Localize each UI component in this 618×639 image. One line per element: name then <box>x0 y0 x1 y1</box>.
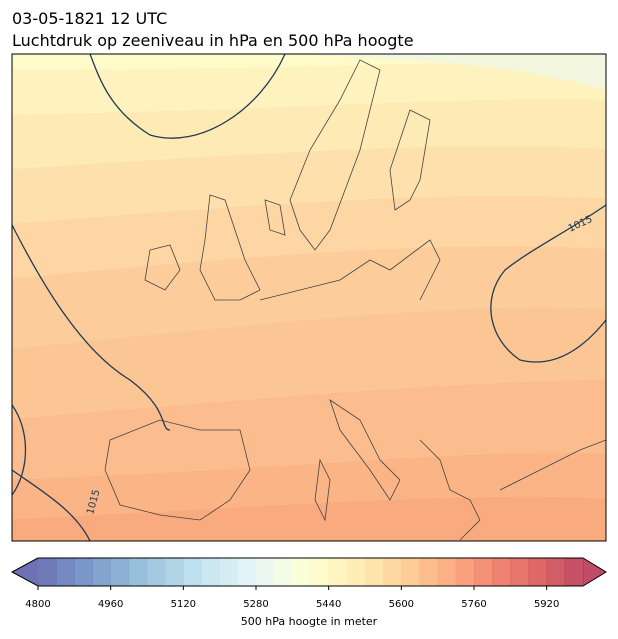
colorbar-segment <box>201 558 220 586</box>
colorbar-segment <box>219 558 239 586</box>
colorbar-segment <box>419 558 438 586</box>
colorbar-segment <box>383 558 402 586</box>
colorbar-segment <box>147 558 166 586</box>
map-frame <box>11 53 607 542</box>
colorbar-segment <box>437 558 457 586</box>
colorbar-tick-label: 5920 <box>534 599 559 610</box>
colorbar-segment <box>346 558 366 586</box>
colorbar-segment <box>183 558 202 586</box>
colorbar-segment <box>110 558 130 586</box>
colorbar-outline <box>10 557 607 587</box>
colorbar-segment <box>474 558 493 586</box>
colorbar-tick-label: 5600 <box>389 599 414 610</box>
colorbar-tick-label: 5440 <box>316 599 341 610</box>
colorbar-extend-low <box>12 558 38 586</box>
colorbar-segment <box>56 558 75 586</box>
colorbar-segment <box>455 558 475 586</box>
colorbar-tick-label: 4960 <box>98 599 123 610</box>
colorbar-segment <box>74 558 93 586</box>
map: 1015 1015 <box>12 54 606 541</box>
colorbar-tick-label: 5120 <box>171 599 196 610</box>
colorbar-extend-high <box>583 558 606 586</box>
colorbar-segment <box>92 558 111 586</box>
colorbar-segment <box>256 558 275 586</box>
colorbar-segment <box>128 558 148 586</box>
colorbar-segment <box>510 558 529 586</box>
coastlines <box>104 59 606 541</box>
colorbar-segment <box>292 558 311 586</box>
colorbar-segment <box>165 558 184 586</box>
colorbar-segment <box>546 558 566 586</box>
colorbar: 4800 4960 5120 5280 5440 5600 5760 5920 500 hPa … <box>10 557 607 628</box>
colorbar-segment <box>274 558 293 586</box>
colorbar-segment <box>564 558 584 586</box>
colorbar-tick-label: 5760 <box>461 599 486 610</box>
colorbar-segment <box>492 558 511 586</box>
subtitle: Luchtdruk op zeeniveau in hPa en 500 hPa… <box>12 31 414 50</box>
title: 03-05-1821 12 UTC <box>12 9 167 28</box>
colorbar-segment <box>38 558 57 586</box>
colorbar-segment <box>310 558 329 586</box>
colorbar-label: 500 hPa hoogte in meter <box>241 615 378 628</box>
colorbar-segment <box>237 558 257 586</box>
isobars <box>12 54 606 541</box>
colorbar-tick-label: 4800 <box>25 599 50 610</box>
colorbar-segment <box>401 558 420 586</box>
colorbar-tick-label: 5280 <box>243 599 268 610</box>
colorbar-segment <box>328 558 348 586</box>
colorbar-segment <box>528 558 547 586</box>
colorbar-segment <box>365 558 384 586</box>
